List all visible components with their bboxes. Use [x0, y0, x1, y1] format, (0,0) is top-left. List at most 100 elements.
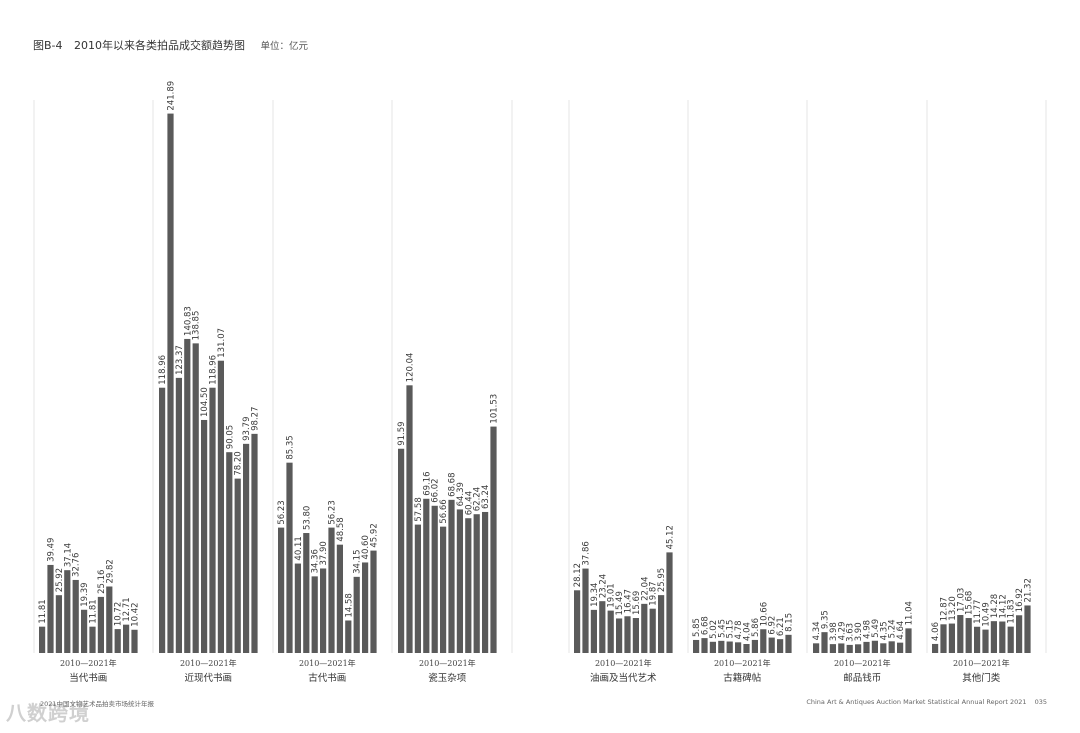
bar	[957, 615, 964, 653]
bar-value-label: 4.35	[879, 621, 889, 640]
bar-value-label: 5.15	[726, 620, 736, 639]
bar-value-label: 13.20	[948, 596, 958, 620]
bar	[423, 498, 430, 653]
bar	[905, 628, 912, 653]
period-label: 2010—2021年	[595, 658, 652, 668]
bar	[777, 639, 784, 653]
bar	[39, 626, 46, 653]
bar	[616, 618, 623, 653]
bar	[735, 642, 742, 653]
bar	[131, 629, 138, 653]
bar-group: 5.856.685.025.455.154.784.045.8610.666.9…	[692, 602, 794, 684]
bar-value-label: 66.02	[431, 478, 441, 502]
bar-value-label: 56.23	[277, 500, 287, 524]
bar	[456, 509, 463, 653]
bar-value-label: 60.44	[464, 491, 474, 515]
bar	[159, 387, 166, 653]
bar-value-label: 19.87	[649, 581, 659, 605]
bar	[431, 505, 438, 653]
bar	[948, 623, 955, 653]
bar-group: 11.8139.4925.9237.1432.7619.3911.8125.16…	[38, 538, 140, 684]
bar-group: 4.0612.8713.2017.0315.6811.7710.4914.281…	[931, 578, 1033, 684]
bar	[632, 618, 639, 653]
bar-value-label: 4.29	[837, 621, 847, 640]
bar-value-label: 4.06	[931, 622, 941, 641]
period-label: 2010—2021年	[834, 658, 891, 668]
bar	[590, 609, 597, 653]
bar-value-label: 53.80	[302, 506, 312, 530]
bar-value-label: 3.98	[829, 622, 839, 641]
bar-value-label: 6.68	[701, 616, 711, 635]
bar-value-label: 138.85	[192, 311, 202, 341]
bar	[81, 609, 88, 653]
bar-value-label: 34.36	[311, 549, 321, 573]
bar-value-label: 29.82	[105, 559, 115, 583]
bar	[440, 526, 447, 653]
bar-value-label: 45.92	[370, 523, 380, 547]
bar	[328, 527, 335, 653]
bar	[89, 626, 96, 653]
bar-value-label: 19.39	[80, 582, 90, 606]
bar	[209, 387, 216, 653]
bar	[888, 641, 895, 653]
bar-value-label: 11.83	[1007, 599, 1017, 623]
category-label: 瓷玉杂项	[428, 672, 467, 684]
bar	[701, 638, 708, 653]
bar-value-label: 8.15	[785, 613, 795, 632]
bar-value-label: 64.39	[456, 482, 466, 506]
bar-value-label: 4.64	[896, 621, 906, 640]
bar	[760, 629, 767, 653]
bar	[982, 629, 989, 653]
bar	[940, 624, 947, 653]
category-label: 油画及当代艺术	[590, 672, 657, 684]
footer-english-title: China Art & Antiques Auction Market Stat…	[806, 698, 1027, 706]
bar	[114, 629, 121, 653]
bar	[353, 576, 360, 653]
bar-value-label: 22.04	[640, 577, 650, 601]
bar	[184, 338, 191, 653]
bar	[345, 620, 352, 653]
bar-value-label: 39.49	[47, 538, 57, 562]
page-number: 035	[1034, 698, 1047, 706]
bar	[123, 624, 130, 653]
bar-value-label: 40.11	[294, 536, 304, 560]
bar	[855, 644, 862, 653]
bar-value-label: 118.96	[158, 355, 168, 385]
bar-value-label: 56.66	[439, 499, 449, 523]
bar	[726, 641, 733, 653]
bar	[362, 562, 369, 653]
bar	[1007, 626, 1014, 653]
bar-value-label: 5.85	[692, 618, 702, 637]
bar	[743, 643, 750, 653]
bar	[490, 426, 497, 653]
bar-value-label: 28.12	[573, 563, 583, 587]
bar	[448, 499, 455, 653]
bar-value-label: 21.32	[1024, 578, 1034, 602]
bar-value-label: 32.76	[72, 553, 82, 577]
bar	[829, 644, 836, 653]
bar	[473, 514, 480, 653]
bar-value-label: 4.04	[743, 622, 753, 641]
bar	[649, 608, 656, 653]
bar-value-label: 3.90	[854, 622, 864, 641]
bar	[243, 443, 250, 653]
bar-value-label: 23.24	[598, 574, 608, 598]
bar-value-label: 11.81	[38, 599, 48, 623]
bar	[406, 385, 413, 653]
bar	[965, 618, 972, 653]
bar	[990, 621, 997, 653]
bar	[311, 576, 318, 653]
figure-number: 图B-4	[33, 39, 63, 52]
bar-value-label: 241.89	[167, 81, 177, 111]
bar	[201, 419, 208, 653]
bar-value-label: 118.96	[209, 355, 219, 385]
category-label: 当代书画	[69, 672, 107, 684]
bar-value-label: 37.90	[319, 541, 329, 565]
bar	[821, 632, 828, 653]
footer-report-title: 2021中国文物艺术品拍卖市场统计年报	[40, 700, 155, 708]
bar-value-label: 57.58	[414, 497, 424, 521]
bar	[880, 643, 887, 653]
bar-value-label: 140.83	[183, 306, 193, 336]
category-label: 其他门类	[962, 672, 1001, 684]
